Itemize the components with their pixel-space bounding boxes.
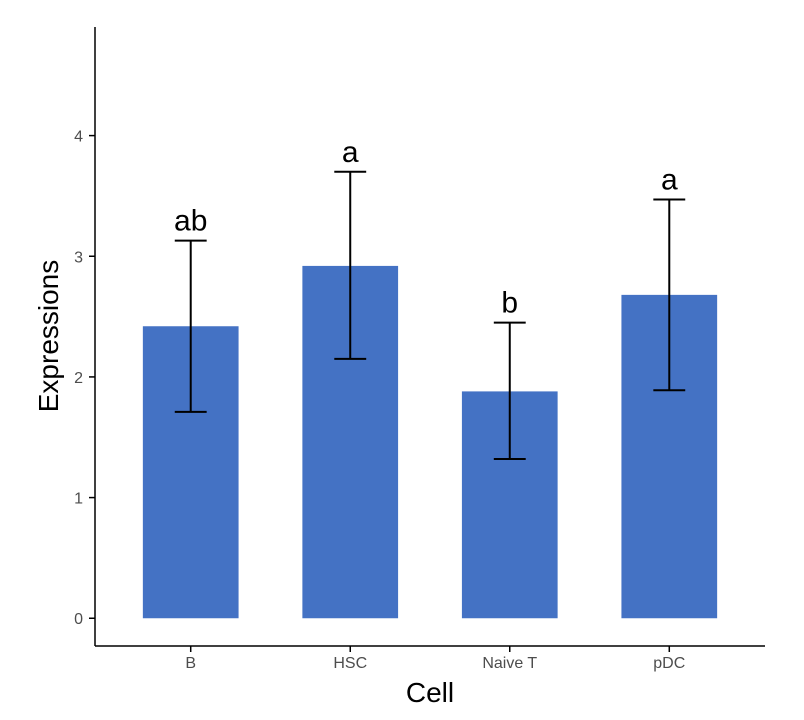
x-tick-label: HSC [333,655,367,672]
y-tick-label: 2 [74,370,83,387]
x-tick-label: Naive T [482,655,537,672]
errorbar [174,239,207,413]
y-tick-label: 3 [74,249,83,266]
significance-label: ab [174,205,207,238]
significance-label: a [342,136,359,169]
x-tick-label: B [185,655,196,672]
y-tick-label: 4 [74,129,83,146]
y-tick-label: 1 [74,491,83,508]
errorbar [653,198,686,392]
bars-layer [142,265,718,619]
y-tick-label: 0 [74,611,83,628]
significance-label: b [501,287,518,320]
y-axis-title: Expressions [33,260,64,413]
ticks-layer: B HSC Naive T pDC 0 1 2 3 4 [74,129,685,672]
axes-layer [94,27,765,647]
x-tick-label: pDC [653,655,685,672]
errorbar [493,321,526,460]
errorbars-layer [174,170,686,460]
x-axis-title: Cell [406,677,454,708]
significance-label: a [661,164,678,197]
errorbar [334,170,367,360]
